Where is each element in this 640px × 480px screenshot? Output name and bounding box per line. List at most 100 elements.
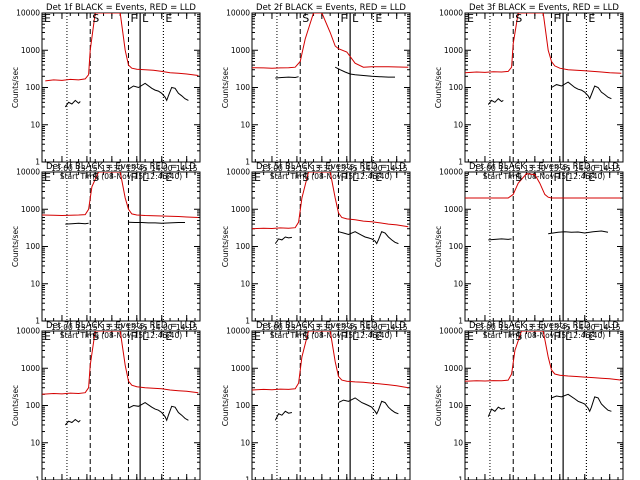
marker-label: E <box>375 330 382 343</box>
marker-label: F <box>130 171 136 184</box>
marker-label: F <box>340 330 346 343</box>
plot-area <box>42 13 199 162</box>
y-tick-label: 10000 <box>226 9 250 18</box>
marker-label: S <box>92 171 99 184</box>
plot-frame <box>251 330 411 480</box>
y-tick-label: 1000 <box>21 364 40 373</box>
chart-title: Det 2f BLACK = Events, RED = LLD <box>256 3 406 13</box>
plot-frame <box>464 330 624 480</box>
marker-label: S <box>515 12 522 25</box>
y-tick-label: 1 <box>245 158 250 167</box>
y-tick-label: 1000 <box>444 205 463 214</box>
marker-label: E <box>588 171 595 184</box>
marker-label: E <box>467 12 474 25</box>
y-tick-label: 1 <box>35 158 40 167</box>
plot-area <box>42 331 199 480</box>
x-tick-label: 14:15 <box>176 164 198 173</box>
x-tick-label: 13:45 <box>126 323 148 332</box>
chart-panel-7: Det 7f BLACK = Events, RED = LLD 1 10 100 10… <box>11 321 201 480</box>
series-line-events <box>128 402 189 422</box>
marker-label: S <box>302 171 309 184</box>
x-tick-label: 13:45 <box>549 323 571 332</box>
y-axis-label: Counts/sec <box>221 385 230 426</box>
y-tick-label: 1 <box>35 317 40 326</box>
plot-frame <box>464 171 624 322</box>
series-line-events <box>488 238 512 241</box>
x-tick-label: 14:00 <box>574 164 596 173</box>
y-tick-label: 10 <box>240 120 250 129</box>
series-line-events <box>338 397 399 415</box>
x-tick-label: 14:15 <box>176 323 198 332</box>
marker-label: F <box>340 171 346 184</box>
marker-label: F <box>340 12 346 25</box>
x-tick-label: 13:30 <box>101 323 123 332</box>
x-tick-label: 13:30 <box>524 164 546 173</box>
y-tick-label: 10 <box>453 279 463 288</box>
marker-label: E <box>467 330 474 343</box>
marker-label: S <box>92 12 99 25</box>
marker-label: E <box>165 12 172 25</box>
y-axis-label: Counts/sec <box>11 226 20 267</box>
y-tick-label: 1000 <box>231 205 250 214</box>
marker-label: E <box>375 12 382 25</box>
x-tick-label: 13:00 <box>474 164 496 173</box>
y-axis-label: Counts/sec <box>434 67 443 108</box>
y-tick-label: 100 <box>236 401 251 410</box>
marker-label: S <box>302 330 309 343</box>
x-tick-label: 13:45 <box>549 164 571 173</box>
series-line-lld <box>252 13 409 69</box>
marker-label: F <box>130 330 136 343</box>
y-tick-label: 100 <box>26 401 41 410</box>
marker-label: F <box>553 171 559 184</box>
marker-label: F <box>130 12 136 25</box>
x-tick-label: 13:45 <box>126 164 148 173</box>
y-tick-label: 10000 <box>439 9 463 18</box>
plot-frame <box>41 330 201 480</box>
series-line-events <box>274 236 292 244</box>
x-tick-label: 14:15 <box>599 164 621 173</box>
marker-label: L <box>142 171 149 184</box>
y-tick-label: 10 <box>30 120 40 129</box>
x-tick-label: 14:15 <box>599 323 621 332</box>
chart-panel-1: Det 1f BLACK = Events, RED = LLD 1 10 100 10… <box>11 3 201 181</box>
series-line-events <box>487 406 506 417</box>
y-tick-label: 10 <box>30 438 40 447</box>
marker-label: E <box>254 171 261 184</box>
series-line-lld <box>465 13 622 74</box>
x-tick-label: 13:15 <box>76 164 98 173</box>
chart-panel-9: Det 9f BLACK = Events, RED = LLD 1 10 100 10… <box>434 321 624 480</box>
x-tick-label: 13:00 <box>51 323 73 332</box>
y-axis-label: Counts/sec <box>221 67 230 108</box>
x-tick-label: 14:00 <box>151 323 173 332</box>
series-line-lld <box>42 331 199 395</box>
marker-label: L <box>142 330 149 343</box>
y-tick-label: 10000 <box>16 9 40 18</box>
series-line-events <box>338 231 399 245</box>
chart-title: Det 4f BLACK = Events, RED = LLD <box>46 162 196 172</box>
chart-panel-2: Det 2f BLACK = Events, RED = LLD 1 10 100 10… <box>221 3 411 181</box>
x-tick-label: 13:30 <box>524 323 546 332</box>
marker-label: S <box>515 171 522 184</box>
y-tick-label: 100 <box>26 242 41 251</box>
y-tick-label: 10000 <box>16 168 40 177</box>
series-line-events <box>551 393 612 413</box>
y-tick-label: 100 <box>236 83 251 92</box>
y-axis-label: Counts/sec <box>434 385 443 426</box>
x-tick-label: 13:00 <box>261 323 283 332</box>
y-tick-label: 10000 <box>439 168 463 177</box>
chart-panel-4: Det 4f BLACK = Events, RED = LLD 1 10 100 10… <box>11 162 201 340</box>
series-line-lld <box>252 172 409 230</box>
y-tick-label: 10 <box>240 438 250 447</box>
series-line-lld <box>465 331 622 382</box>
y-tick-label: 10000 <box>16 327 40 336</box>
series-line-events <box>274 410 293 421</box>
y-tick-label: 1000 <box>231 364 250 373</box>
marker-label: L <box>352 330 359 343</box>
y-tick-label: 10 <box>453 438 463 447</box>
y-tick-label: 10 <box>240 279 250 288</box>
y-tick-label: 1 <box>458 317 463 326</box>
y-tick-label: 10 <box>30 279 40 288</box>
marker-label: L <box>565 330 572 343</box>
series-line-events <box>64 418 81 426</box>
y-axis-label: Counts/sec <box>221 226 230 267</box>
